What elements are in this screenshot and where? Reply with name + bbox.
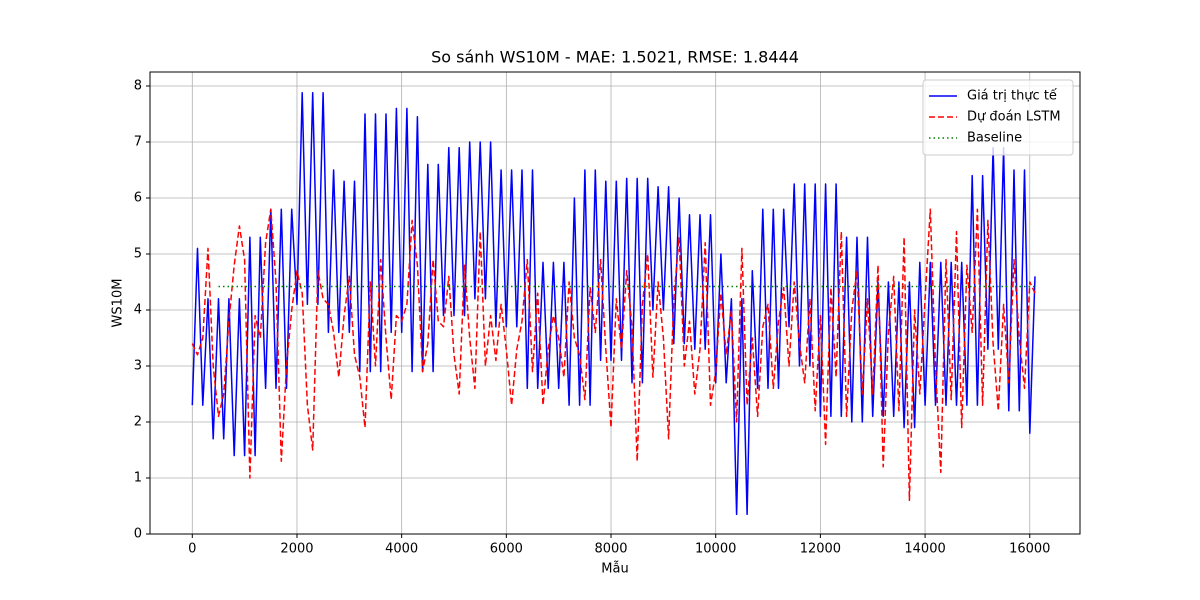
x-tick-label: 14000 [904,542,945,557]
data-line [191,208,1036,502]
x-tick-label: 6000 [490,542,523,557]
x-tick-label: 4000 [385,542,418,557]
y-tick-label: 1 [134,471,142,486]
y-tick-label: 3 [134,359,142,374]
y-tick-label: 8 [134,79,142,94]
data-line [191,91,1036,516]
x-tick-label: 16000 [1009,542,1050,557]
x-tick-label: 12000 [800,542,841,557]
legend-label: Baseline [967,131,1022,146]
y-tick-label: 5 [134,247,142,262]
legend-box [922,79,1074,156]
y-tick-label: 7 [134,135,142,150]
x-tick-label: 0 [188,542,196,557]
x-axis-label: Mẫu [601,562,628,577]
legend: Giá trị thực tế Dự đoán LSTM Baseline [922,79,1074,156]
plot-frame [149,71,1081,535]
legend-label: Dự đoán LSTM [967,110,1061,125]
x-tick-label: 10000 [695,542,736,557]
y-tick-label: 2 [134,415,142,430]
x-tick-label: 2000 [280,542,313,557]
y-tick-label: 6 [134,191,142,206]
y-tick-label: 0 [134,527,142,542]
y-tick-label: 4 [134,303,142,318]
chart-title: So sánh WS10M - MAE: 1.5021, RMSE: 1.844… [431,48,799,67]
legend-label: Giá trị thực tế [967,89,1057,104]
y-axis-label: WS10M [111,279,126,328]
x-tick-label: 8000 [594,542,627,557]
